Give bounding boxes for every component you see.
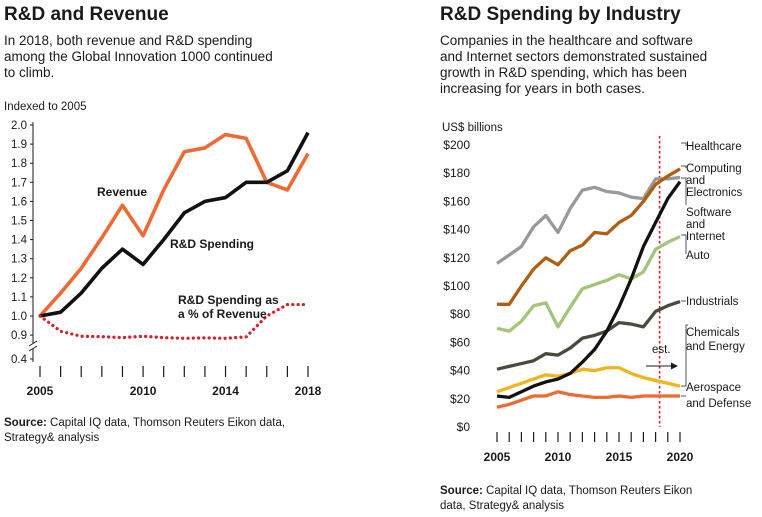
right-series-auto-line — [496, 235, 681, 333]
right-y-tick-label: $140 — [443, 223, 470, 237]
left-chart-title: R&D and Revenue — [4, 4, 169, 25]
left-y-tick-label: 1.9 — [11, 139, 27, 151]
right-y-axis-title: US$ billions — [442, 122, 503, 134]
right-y-tick-label: $0 — [457, 420, 471, 434]
left-x-tick-label: 2014 — [212, 384, 239, 398]
left-source-note: Source: Capital IQ data, Thomson Reuters… — [4, 416, 285, 446]
left-y-tick-label: 2.0 — [11, 120, 27, 132]
left-series-label-rd-pct-line-1: R&D Spending as — [178, 293, 279, 307]
left-chart: Indexed to 2005 0.4 0.9 1.0 1.1 1.2 1.3 1.4 1.5 1… — [4, 101, 322, 398]
left-y-tick-label: 0.9 — [11, 330, 27, 342]
left-y-tick-label: 0.4 — [11, 354, 28, 366]
left-y-tick-label: 1.6 — [11, 196, 27, 208]
left-series-label-revenue: Revenue — [97, 185, 147, 199]
right-y-tick-label: $60 — [450, 335, 470, 349]
right-series-label-chemicals-and-energy-line-2: and Energy — [686, 341, 745, 353]
right-subtitle-line-1: Companies in the healthcare and software — [440, 33, 693, 48]
left-y-axis-break-mark-1 — [28, 340, 38, 347]
right-subtitle-line-3: growth in R&D spending, which has been — [440, 65, 687, 80]
left-series-label-rd-spending: R&D Spending — [170, 237, 254, 251]
right-estimate-label: est. — [652, 344, 671, 356]
left-x-tick-label: 2005 — [27, 384, 54, 398]
right-series-label-computing-and-electronics-line-1: Computing — [686, 163, 742, 175]
right-x-tick-label: 2015 — [606, 450, 633, 464]
left-y-tick-label: 1.8 — [11, 158, 27, 170]
right-y-tick-label: $180 — [443, 166, 470, 180]
right-series-industrials-line — [496, 299, 681, 371]
right-series-leader-auto — [681, 234, 687, 254]
right-subtitle-line-4: increasing for years in both cases. — [440, 81, 645, 96]
right-series-label-auto-line-1: Auto — [686, 250, 710, 262]
left-y-tick-label: 1.1 — [11, 292, 27, 304]
right-series-label-software-and-internet-line-1: Software — [686, 207, 731, 219]
right-y-tick-label: $160 — [443, 194, 470, 208]
left-x-tick-label: 2010 — [130, 384, 157, 398]
right-estimate-arrow-head — [671, 362, 678, 370]
right-chart: US$ billions $0 $20 $40 $60 $80 $100 $120 $140 $1… — [442, 122, 751, 464]
right-series-label-chemicals-and-energy-line-1: Chemicals — [686, 327, 740, 339]
left-y-tick-label: 1.5 — [11, 216, 27, 228]
right-panel: R&D Spending by Industry Companies in th… — [440, 0, 762, 517]
left-y-tick-label: 1.7 — [11, 177, 27, 189]
left-x-tick-label: 2018 — [295, 384, 322, 398]
left-series-label-rd-pct-line-2: a % of Revenue — [178, 307, 267, 321]
right-series-label-healthcare-line-1: Healthcare — [686, 141, 742, 153]
right-series-leader-chemicals-and-energy — [681, 324, 688, 387]
right-series-label-software-and-internet-line-3: Internet — [686, 231, 726, 243]
left-chart-subtitle: In 2018, both revenue and R&D spending a… — [4, 33, 273, 81]
right-x-tick-label: 2020 — [667, 450, 694, 464]
right-chart-subtitle: Companies in the healthcare and software… — [440, 33, 707, 97]
right-series-label-aerospace-and-defense-line-1: Aerospace — [686, 382, 741, 394]
left-panel: R&D and Revenue In 2018, both revenue an… — [0, 0, 330, 517]
right-chart-title: R&D Spending by Industry — [440, 4, 681, 25]
right-series-leader-healthcare — [681, 142, 687, 146]
right-series-label-aerospace-and-defense-line-2: and Defense — [686, 398, 751, 410]
right-y-tick-label: $120 — [443, 251, 470, 265]
right-x-tick-label: 2010 — [545, 450, 572, 464]
right-series-label-software-and-internet-line-2: and — [686, 219, 705, 231]
right-source-note: Source: Capital IQ data, Thomson Reuters… — [440, 484, 692, 514]
left-subtitle-line-1: In 2018, both revenue and R&D spending — [4, 33, 253, 48]
right-subtitle-line-2: and Internet sectors demonstrated sustai… — [440, 49, 708, 64]
left-y-axis-break-mark-2 — [28, 345, 38, 352]
right-series-software-and-internet-line — [496, 175, 681, 265]
left-y-tick-label: 1.0 — [11, 311, 27, 323]
right-source-label: Source: — [440, 485, 483, 497]
right-y-tick-label: $200 — [443, 138, 470, 152]
left-y-tick-label: 1.3 — [11, 254, 27, 266]
left-y-tick-label: 1.2 — [11, 273, 27, 285]
left-y-tick-label: 1.4 — [11, 235, 28, 247]
right-series-label-computing-and-electronics-line-3: Electronics — [686, 187, 742, 199]
right-y-tick-label: $100 — [443, 279, 470, 293]
left-source-label: Source: — [4, 417, 47, 429]
left-series-r-d-spending-as-a-of-revenue-line — [38, 302, 310, 340]
right-source-line-1: Capital IQ data, Thomson Reuters Eikon — [482, 485, 693, 497]
right-series-label-computing-and-electronics-line-2: and — [686, 175, 705, 187]
right-series-label-industrials-line-1: Industrials — [686, 296, 739, 308]
right-source-line-2: data, Strategy& analysis — [440, 500, 565, 512]
right-series-computing-and-electronics-line — [497, 167, 681, 306]
left-source-line-2: Strategy& analysis — [4, 432, 100, 444]
right-x-tick-label: 2005 — [484, 450, 511, 464]
left-source-line-1: Capital IQ data, Thomson Reuters Eikon d… — [46, 417, 286, 429]
right-y-tick-label: $20 — [450, 392, 470, 406]
right-y-tick-label: $40 — [450, 364, 470, 378]
left-subtitle-line-3: to climb. — [4, 65, 55, 80]
right-series-healthcare-line — [496, 180, 682, 400]
left-subtitle-line-2: among the Global Innovation 1000 continu… — [4, 49, 273, 64]
right-y-tick-label: $80 — [450, 307, 470, 321]
right-series-leader-software-and-internet — [681, 177, 687, 205]
left-y-axis-title: Indexed to 2005 — [4, 101, 87, 113]
right-series-aerospace-and-defense-line — [496, 390, 680, 409]
left-series-r-d-spending-line — [39, 131, 310, 318]
left-series-revenue-line — [38, 132, 310, 318]
right-series-leader-computing-and-electronics — [681, 165, 687, 168]
right-series-chemicals-and-energy-line — [496, 366, 681, 394]
